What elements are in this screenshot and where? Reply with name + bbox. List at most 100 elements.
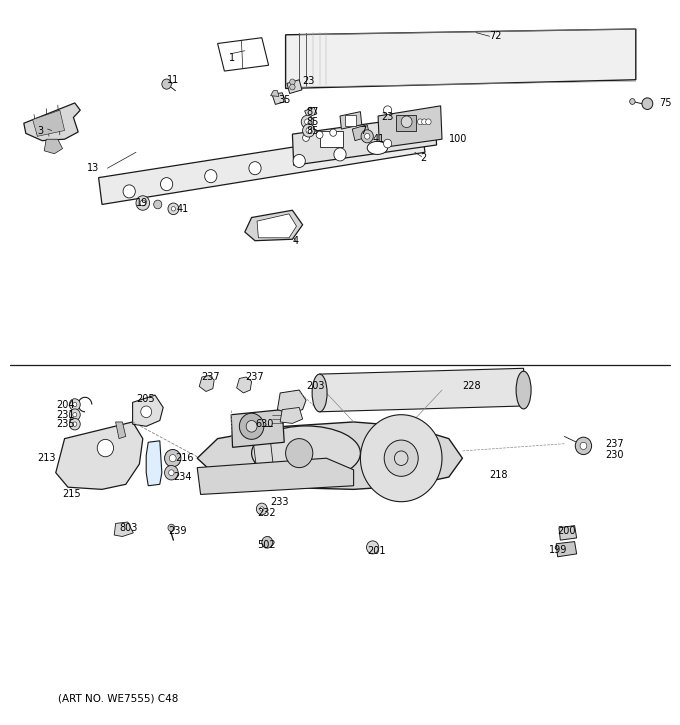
Text: 204: 204 (56, 399, 74, 410)
Text: 234: 234 (173, 472, 192, 482)
Text: 235: 235 (56, 419, 74, 429)
Circle shape (246, 420, 257, 432)
Circle shape (303, 124, 315, 137)
Circle shape (361, 130, 373, 143)
Text: 19: 19 (136, 198, 148, 208)
Text: 11: 11 (167, 75, 180, 85)
Text: 216: 216 (175, 453, 194, 463)
Polygon shape (320, 368, 524, 412)
Circle shape (580, 442, 587, 450)
Ellipse shape (286, 439, 313, 468)
Circle shape (239, 413, 264, 439)
Circle shape (384, 106, 392, 115)
Circle shape (256, 503, 267, 515)
Text: 218: 218 (490, 470, 508, 480)
Circle shape (205, 170, 217, 183)
Text: 205: 205 (136, 394, 154, 404)
Polygon shape (116, 422, 126, 439)
Text: 1: 1 (228, 53, 235, 63)
Circle shape (171, 207, 175, 211)
Circle shape (360, 415, 442, 502)
Circle shape (642, 98, 653, 109)
Text: 231: 231 (56, 410, 74, 420)
Circle shape (418, 119, 423, 125)
Text: 237: 237 (245, 372, 265, 382)
Polygon shape (197, 458, 354, 494)
Circle shape (384, 139, 392, 148)
Polygon shape (146, 441, 162, 486)
Polygon shape (340, 112, 362, 129)
Text: 232: 232 (257, 508, 275, 518)
Polygon shape (305, 107, 317, 117)
Circle shape (303, 134, 309, 141)
Polygon shape (287, 80, 302, 94)
Circle shape (422, 119, 427, 125)
Text: 803: 803 (119, 523, 137, 533)
Text: 23: 23 (381, 112, 393, 123)
Polygon shape (56, 422, 143, 489)
Polygon shape (133, 395, 163, 426)
Circle shape (305, 119, 310, 125)
Text: (ART NO. WE7555) C48: (ART NO. WE7555) C48 (58, 693, 178, 703)
Bar (396, 115, 416, 130)
Text: 3: 3 (37, 125, 44, 136)
Ellipse shape (252, 426, 360, 481)
Text: 201: 201 (367, 546, 386, 556)
Circle shape (69, 399, 80, 410)
Text: 215: 215 (63, 489, 81, 500)
Circle shape (169, 470, 174, 476)
Text: 85: 85 (306, 125, 318, 136)
Circle shape (401, 116, 412, 128)
Circle shape (154, 200, 162, 209)
Circle shape (160, 178, 173, 191)
Circle shape (69, 409, 80, 420)
Text: 230: 230 (605, 450, 624, 460)
Polygon shape (556, 542, 577, 557)
Text: 237: 237 (201, 372, 220, 382)
Polygon shape (237, 377, 252, 393)
Circle shape (73, 413, 77, 417)
Circle shape (136, 196, 150, 210)
Text: 239: 239 (169, 526, 187, 536)
Circle shape (249, 162, 261, 175)
Circle shape (168, 524, 175, 531)
Text: 199: 199 (549, 544, 568, 555)
Polygon shape (378, 106, 442, 148)
Polygon shape (44, 139, 63, 154)
Circle shape (168, 203, 179, 215)
Circle shape (394, 451, 408, 465)
Circle shape (306, 128, 311, 133)
Text: 4: 4 (292, 236, 299, 246)
Circle shape (262, 536, 273, 548)
Text: 630: 630 (255, 419, 273, 429)
Text: 35: 35 (279, 95, 291, 105)
Text: 85: 85 (306, 117, 318, 127)
Text: 200: 200 (558, 526, 576, 536)
Circle shape (73, 402, 77, 407)
Circle shape (384, 440, 418, 476)
Circle shape (260, 507, 264, 511)
Circle shape (367, 541, 379, 554)
Text: 502: 502 (257, 540, 275, 550)
Text: 7: 7 (360, 125, 367, 136)
Circle shape (293, 154, 305, 167)
Text: 75: 75 (660, 98, 672, 108)
Polygon shape (99, 127, 425, 204)
Ellipse shape (367, 141, 388, 154)
Text: 213: 213 (37, 453, 56, 463)
Polygon shape (352, 125, 370, 141)
Ellipse shape (312, 374, 327, 412)
Circle shape (316, 131, 323, 138)
Text: 41: 41 (177, 204, 189, 214)
Circle shape (140, 200, 146, 206)
Bar (345, 115, 356, 126)
Circle shape (364, 133, 370, 139)
Polygon shape (292, 115, 437, 165)
Circle shape (141, 406, 152, 418)
Polygon shape (277, 390, 306, 413)
Polygon shape (272, 93, 286, 104)
Polygon shape (245, 210, 303, 241)
Polygon shape (114, 522, 133, 536)
Circle shape (169, 455, 176, 462)
Circle shape (330, 129, 337, 136)
